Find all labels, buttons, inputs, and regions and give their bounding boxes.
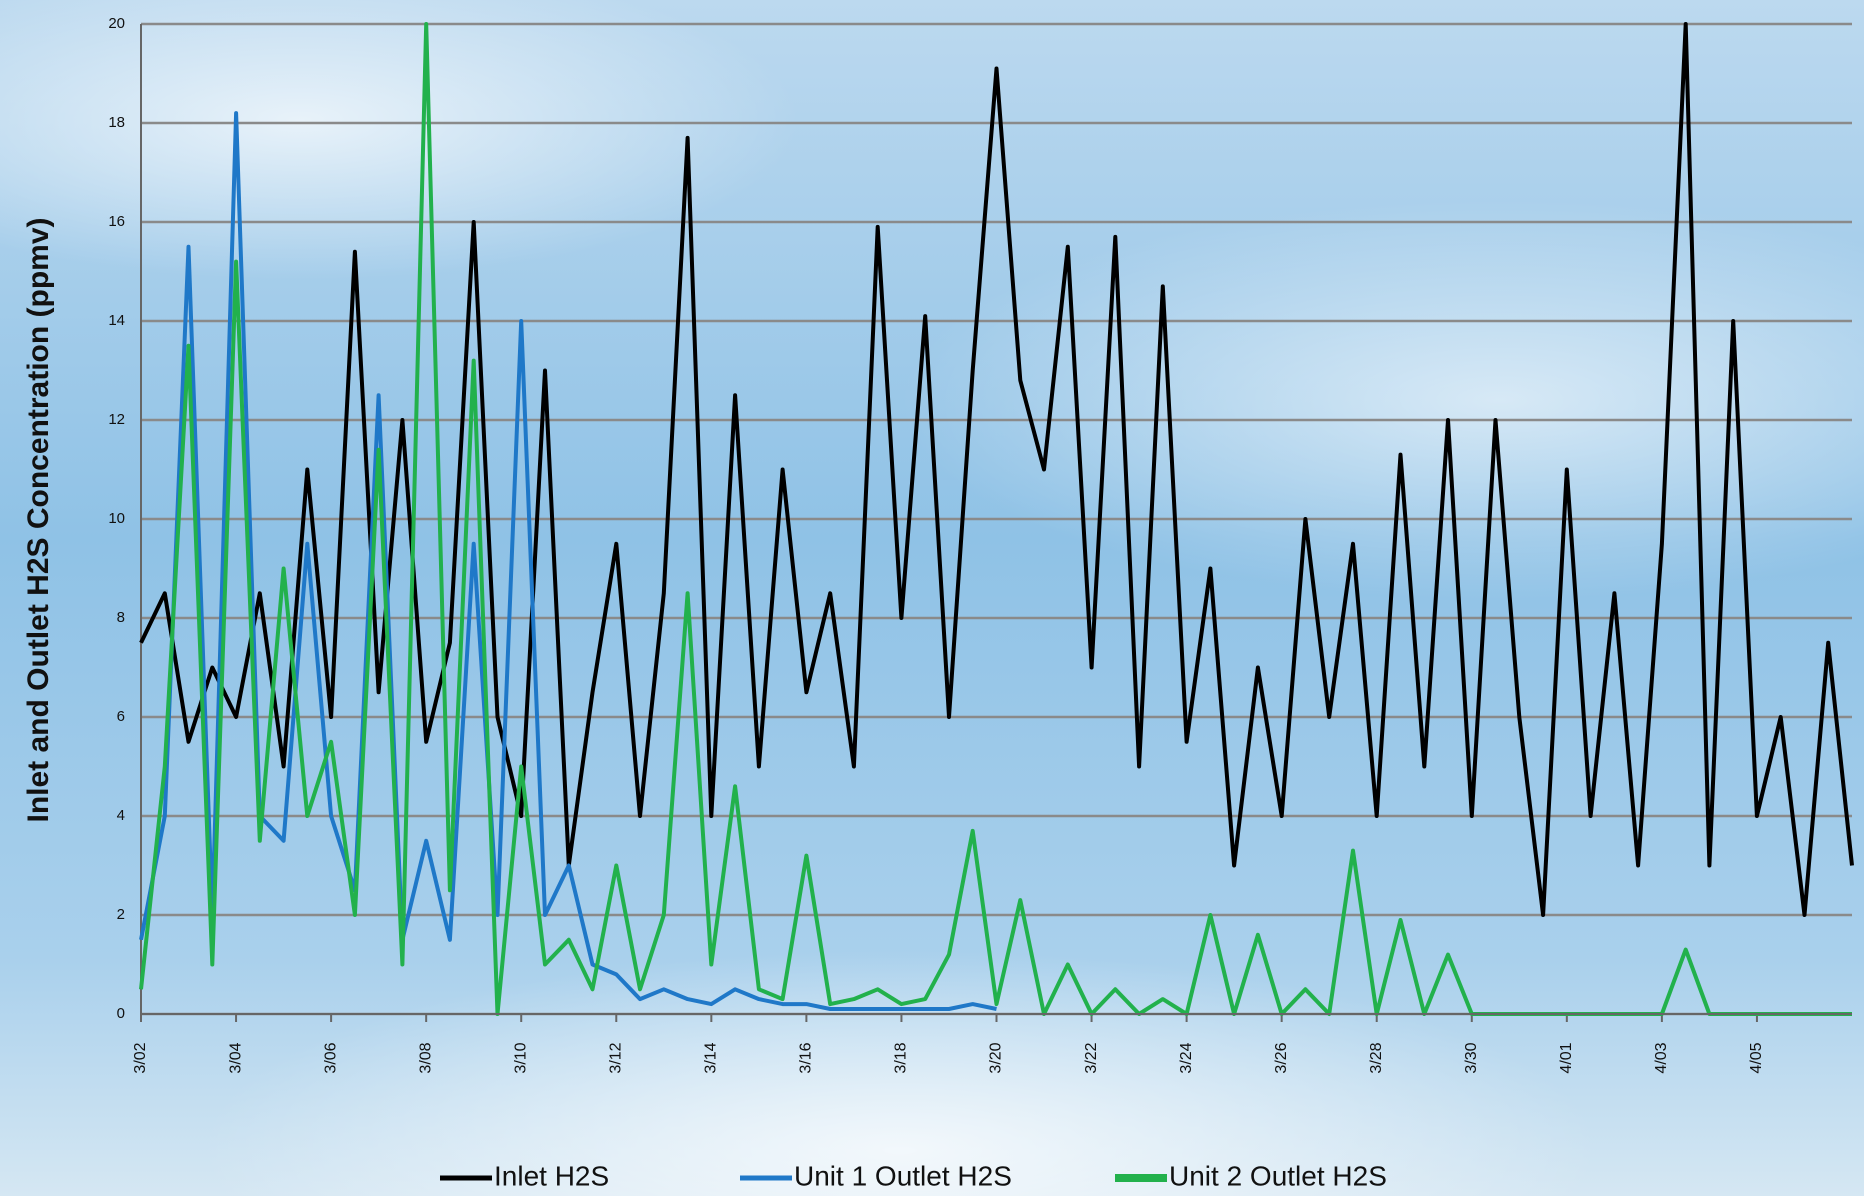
y-tick-label: 0 bbox=[117, 1005, 125, 1022]
series-line bbox=[139, 22, 1854, 917]
y-axis-label: Inlet and Outlet H2S Concentration (ppmv… bbox=[22, 217, 55, 822]
y-tick-label: 14 bbox=[108, 312, 125, 329]
y-tick-label: 2 bbox=[117, 906, 125, 923]
x-tick-label: 4/05 bbox=[1748, 1042, 1765, 1073]
x-tick-label: 3/22 bbox=[1083, 1042, 1100, 1073]
x-tick-label: 3/16 bbox=[798, 1042, 815, 1073]
y-tick-label: 20 bbox=[108, 15, 125, 32]
y-tick-label: 18 bbox=[108, 114, 125, 131]
y-tick-label: 12 bbox=[108, 411, 125, 428]
y-tick-label: 16 bbox=[108, 213, 125, 230]
x-tick-label: 3/12 bbox=[607, 1042, 624, 1073]
x-tick-label: 3/02 bbox=[132, 1042, 149, 1073]
y-tick-label: 10 bbox=[108, 510, 125, 527]
x-tick-label: 3/04 bbox=[227, 1042, 244, 1073]
x-tick-label: 3/24 bbox=[1178, 1042, 1195, 1073]
x-tick-label: 3/10 bbox=[512, 1042, 529, 1073]
y-tick-label: 6 bbox=[117, 708, 125, 725]
y-tick-label: 4 bbox=[117, 807, 125, 824]
x-tick-label: 3/30 bbox=[1463, 1042, 1480, 1073]
x-tick-label: 4/01 bbox=[1558, 1042, 1575, 1073]
x-tick-label: 3/20 bbox=[988, 1042, 1005, 1073]
legend-label: Unit 2 Outlet H2S bbox=[1169, 1160, 1387, 1191]
x-tick-label: 3/14 bbox=[703, 1042, 720, 1073]
x-tick-label: 4/03 bbox=[1653, 1042, 1670, 1073]
y-tick-label: 8 bbox=[117, 609, 125, 626]
legend-label: Inlet H2S bbox=[494, 1160, 609, 1191]
x-tick-label: 3/28 bbox=[1368, 1042, 1385, 1073]
x-tick-label: 3/08 bbox=[417, 1042, 434, 1073]
series-line bbox=[139, 111, 997, 1011]
x-tick-label: 3/06 bbox=[322, 1042, 339, 1073]
x-tick-label: 3/18 bbox=[893, 1042, 910, 1073]
x-tick-label: 3/26 bbox=[1273, 1042, 1290, 1073]
legend-label: Unit 1 Outlet H2S bbox=[794, 1160, 1012, 1191]
